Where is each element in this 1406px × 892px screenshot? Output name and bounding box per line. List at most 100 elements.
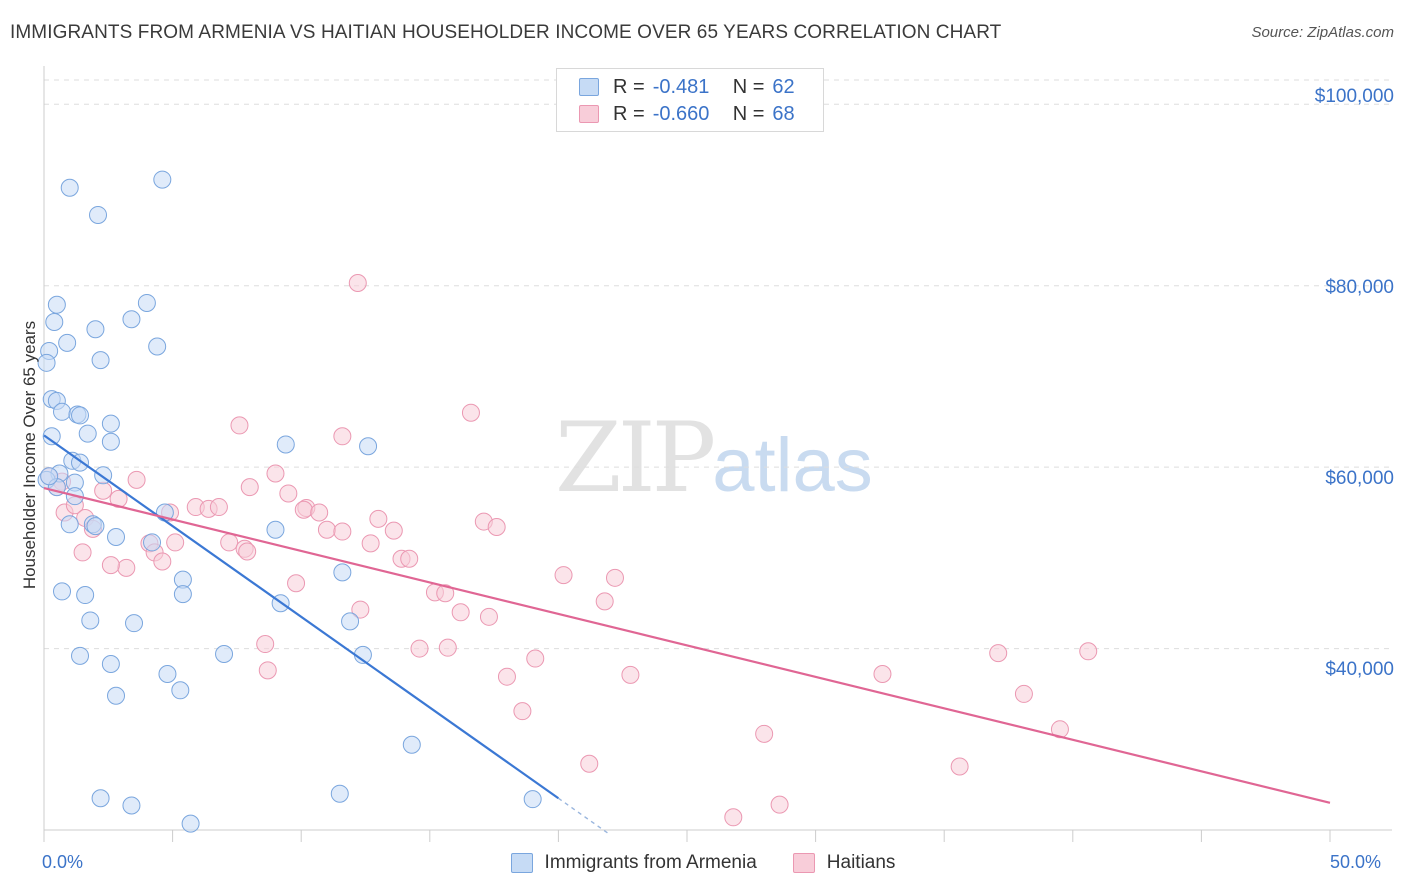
- point-haitians: [209, 498, 228, 517]
- legend-swatch-pink: [579, 105, 599, 123]
- point-haitians: [361, 534, 380, 553]
- point-armenia: [71, 646, 90, 665]
- point-haitians: [1079, 642, 1098, 661]
- legend-item-haitians: Haitians: [792, 852, 895, 874]
- point-armenia: [107, 686, 126, 705]
- point-haitians: [166, 533, 185, 552]
- point-armenia: [107, 527, 126, 546]
- point-haitians: [873, 664, 892, 683]
- point-haitians: [256, 635, 275, 654]
- point-haitians: [487, 518, 506, 537]
- point-haitians: [369, 509, 388, 528]
- point-haitians: [621, 665, 640, 684]
- point-armenia: [122, 310, 141, 329]
- point-haitians: [287, 574, 306, 593]
- x-tick-max: 50.0%: [1330, 852, 1382, 872]
- series-legend: Immigrants from Armenia Haitians: [0, 852, 1406, 874]
- point-haitians: [266, 464, 285, 483]
- point-armenia: [171, 681, 190, 700]
- legend-n-value: 68: [772, 102, 795, 125]
- point-armenia: [137, 293, 156, 312]
- point-armenia: [71, 406, 90, 425]
- point-armenia: [215, 645, 234, 664]
- point-haitians: [230, 416, 249, 435]
- legend-n-label: N =: [732, 75, 765, 98]
- point-haitians: [153, 552, 172, 571]
- point-haitians: [497, 667, 516, 686]
- point-armenia: [523, 790, 542, 809]
- point-haitians: [436, 584, 455, 603]
- y-tick-label: $60,000: [1325, 468, 1394, 489]
- point-haitians: [101, 556, 120, 575]
- point-armenia: [42, 427, 61, 446]
- point-haitians: [94, 481, 113, 500]
- point-armenia: [76, 586, 95, 605]
- point-haitians: [989, 644, 1008, 663]
- trend-lines: [43, 434, 1331, 836]
- point-haitians: [73, 543, 92, 562]
- legend-item-armenia: Immigrants from Armenia: [510, 852, 757, 874]
- point-armenia: [181, 814, 200, 833]
- point-armenia: [359, 437, 378, 456]
- point-armenia: [101, 432, 120, 451]
- y-tick-label: $80,000: [1325, 277, 1394, 298]
- point-armenia: [53, 402, 72, 421]
- point-haitians: [770, 795, 789, 814]
- point-haitians: [400, 549, 419, 568]
- point-armenia: [58, 333, 77, 352]
- point-armenia: [86, 517, 105, 536]
- trend-line-armenia-extension: [557, 797, 611, 836]
- legend-r-label: R =: [613, 75, 645, 98]
- point-haitians: [595, 592, 614, 611]
- point-haitians: [755, 724, 774, 743]
- point-armenia: [341, 612, 360, 631]
- source-label: Source: ZipAtlas.com: [1251, 24, 1394, 41]
- data-points: [37, 170, 1098, 833]
- point-armenia: [53, 582, 72, 601]
- point-haitians: [580, 754, 599, 773]
- point-haitians: [258, 661, 277, 680]
- point-haitians: [351, 600, 370, 619]
- point-haitians: [605, 568, 624, 587]
- point-armenia: [60, 515, 79, 534]
- point-armenia: [47, 295, 66, 314]
- legend-row-armenia: R = -0.481 N = 62: [579, 75, 795, 99]
- chart-title: IMMIGRANTS FROM ARMENIA VS HAITIAN HOUSE…: [10, 22, 1002, 43]
- point-haitians: [384, 521, 403, 540]
- legend-swatch-blue: [510, 853, 533, 873]
- stats-legend: R = -0.481 N = 62 R = -0.660 N = 68: [556, 68, 824, 132]
- point-haitians: [410, 639, 429, 658]
- legend-swatch-pink: [792, 853, 815, 873]
- point-armenia: [266, 520, 285, 539]
- point-armenia: [91, 351, 110, 370]
- point-armenia: [89, 205, 108, 224]
- trend-line-armenia: [43, 434, 560, 800]
- trend-line-haitians: [43, 486, 1331, 804]
- watermark: ZIPatlas: [555, 402, 873, 514]
- point-haitians: [1014, 684, 1033, 703]
- legend-label-armenia: Immigrants from Armenia: [544, 852, 757, 873]
- point-haitians: [479, 607, 498, 626]
- legend-row-haitians: R = -0.660 N = 68: [579, 102, 795, 126]
- point-armenia: [101, 414, 120, 433]
- point-haitians: [724, 808, 743, 827]
- legend-r-value: -0.481: [652, 75, 710, 98]
- point-haitians: [438, 638, 457, 657]
- legend-n-value: 62: [772, 75, 795, 98]
- point-haitians: [279, 484, 298, 503]
- point-haitians: [238, 542, 257, 561]
- point-haitians: [348, 273, 367, 292]
- point-haitians: [513, 702, 532, 721]
- point-haitians: [220, 533, 239, 552]
- watermark-zip: ZIP: [555, 402, 716, 514]
- point-armenia: [143, 533, 162, 552]
- point-armenia: [40, 467, 59, 486]
- point-armenia: [60, 178, 79, 197]
- point-armenia: [402, 735, 421, 754]
- point-armenia: [333, 563, 352, 582]
- axes: [43, 66, 1392, 842]
- x-tick-min: 0.0%: [42, 852, 84, 872]
- point-armenia: [153, 170, 172, 189]
- point-armenia: [101, 654, 120, 673]
